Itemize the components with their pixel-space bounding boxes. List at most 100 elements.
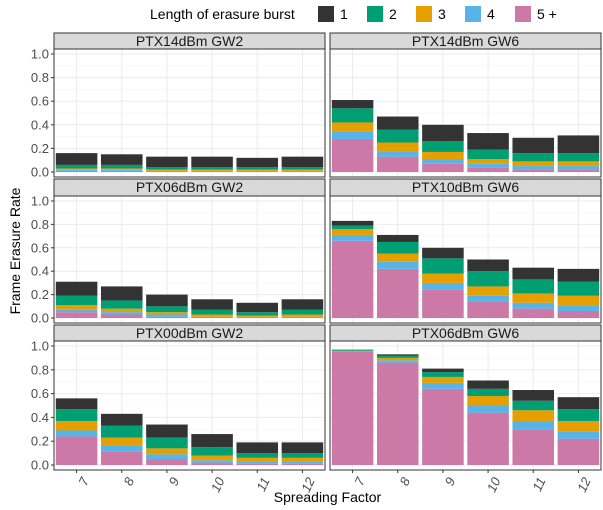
bar-segment — [557, 310, 600, 318]
bar-segment — [512, 153, 555, 162]
panel-border — [329, 195, 602, 324]
bar-segment — [467, 259, 509, 272]
y-tick-label: 0.6 — [31, 240, 49, 255]
bar-segment — [512, 429, 555, 465]
bar-segment — [331, 240, 374, 318]
panel-border — [329, 48, 602, 178]
x-tick-label: 10 — [484, 474, 504, 494]
legend-swatch — [416, 6, 432, 22]
y-tick-label: 0.2 — [31, 141, 49, 156]
bar-segment — [376, 142, 419, 152]
bar-segment — [191, 447, 233, 456]
bar-segment — [191, 460, 233, 463]
bar-segment — [376, 362, 419, 465]
legend-swatch — [515, 6, 531, 22]
bar-segment — [422, 159, 464, 164]
bar-segment — [236, 453, 279, 458]
bar-segment — [236, 457, 279, 462]
bar-segment — [100, 425, 143, 438]
bar-segment — [55, 281, 98, 296]
bar-segment — [55, 409, 98, 421]
bar-segment — [422, 141, 464, 152]
x-tick-label: 8 — [397, 474, 414, 488]
bar-segment — [100, 154, 143, 165]
y-tick-label: 0.4 — [31, 410, 49, 425]
bar-segment — [376, 129, 419, 143]
x-axis-title: Spreading Factor — [274, 489, 382, 505]
bar-segment — [146, 424, 188, 438]
bar-segment — [512, 293, 555, 303]
bar-segment — [376, 253, 419, 262]
y-tick-label: 0.2 — [31, 287, 49, 302]
bar-segment — [512, 308, 555, 318]
bar-segment — [236, 302, 279, 313]
bar-segment — [146, 312, 188, 315]
bar-segment — [512, 420, 555, 430]
bar-segment — [281, 156, 324, 168]
bar-segment — [281, 169, 324, 171]
bar-segment — [422, 376, 464, 383]
y-tick-label: 1.0 — [31, 339, 49, 354]
bar-segment — [191, 434, 233, 448]
bar-segment — [512, 166, 555, 170]
bar-segment — [557, 135, 600, 154]
bar-segment — [281, 453, 324, 458]
bar-segment — [100, 445, 143, 452]
panel-title: PTX06dBm GW2 — [136, 179, 244, 195]
y-tick-label: 0.4 — [31, 264, 49, 279]
bar-segment — [512, 137, 555, 154]
y-tick-label: 0.0 — [31, 458, 49, 473]
bar-segment — [55, 295, 98, 306]
y-tick-label: 1.0 — [31, 47, 49, 62]
bar-segment — [467, 388, 509, 396]
bar-segment — [100, 169, 143, 171]
x-tick-label: 7 — [351, 474, 368, 488]
bar-segment — [100, 314, 143, 318]
y-tick-label: 0.8 — [31, 217, 49, 232]
bar-segment — [100, 413, 143, 426]
bar-segment — [512, 410, 555, 421]
bar-segment — [100, 170, 143, 172]
bar-segment — [557, 431, 600, 439]
bar-segment — [100, 164, 143, 169]
bar-segment — [422, 124, 464, 142]
legend-swatch — [465, 6, 481, 22]
bar-segment — [422, 372, 464, 377]
bar-segment — [281, 167, 324, 170]
y-tick-label: 0.6 — [31, 94, 49, 109]
x-tick-label: 8 — [121, 474, 138, 488]
bar-segment — [557, 397, 600, 410]
bar-segment — [55, 436, 98, 465]
bar-segment — [146, 316, 188, 318]
bar-segment — [236, 312, 279, 316]
bar-segment — [191, 170, 233, 172]
bar-segment — [55, 170, 98, 172]
legend-label: 5 + — [537, 6, 557, 22]
bar-segment — [467, 412, 509, 465]
bar-segment — [422, 258, 464, 274]
bar-segment — [146, 454, 188, 460]
bar-segment — [376, 355, 419, 358]
bar-segment — [376, 354, 419, 356]
bar-segment — [376, 156, 419, 172]
bar-segment — [557, 166, 600, 170]
bar-segment — [331, 108, 374, 123]
y-tick-label: 0.0 — [31, 311, 49, 326]
bar-segment — [55, 305, 98, 310]
bar-segment — [512, 161, 555, 167]
bar-segment — [467, 286, 509, 296]
bar-segment — [281, 314, 324, 317]
bar-segment — [55, 430, 98, 437]
bar-segment — [281, 461, 324, 464]
legend-label: 2 — [389, 6, 397, 22]
y-axis-title: Frame Erasure Rate — [7, 187, 23, 314]
bar-segment — [331, 234, 374, 241]
x-tick-label: 11 — [253, 475, 272, 494]
bar-segment — [236, 167, 279, 170]
bar-segment — [236, 316, 279, 318]
bar-segment — [376, 268, 419, 318]
bar-segment — [281, 442, 324, 454]
bar-segment — [236, 170, 279, 172]
bar-segment — [55, 168, 98, 170]
